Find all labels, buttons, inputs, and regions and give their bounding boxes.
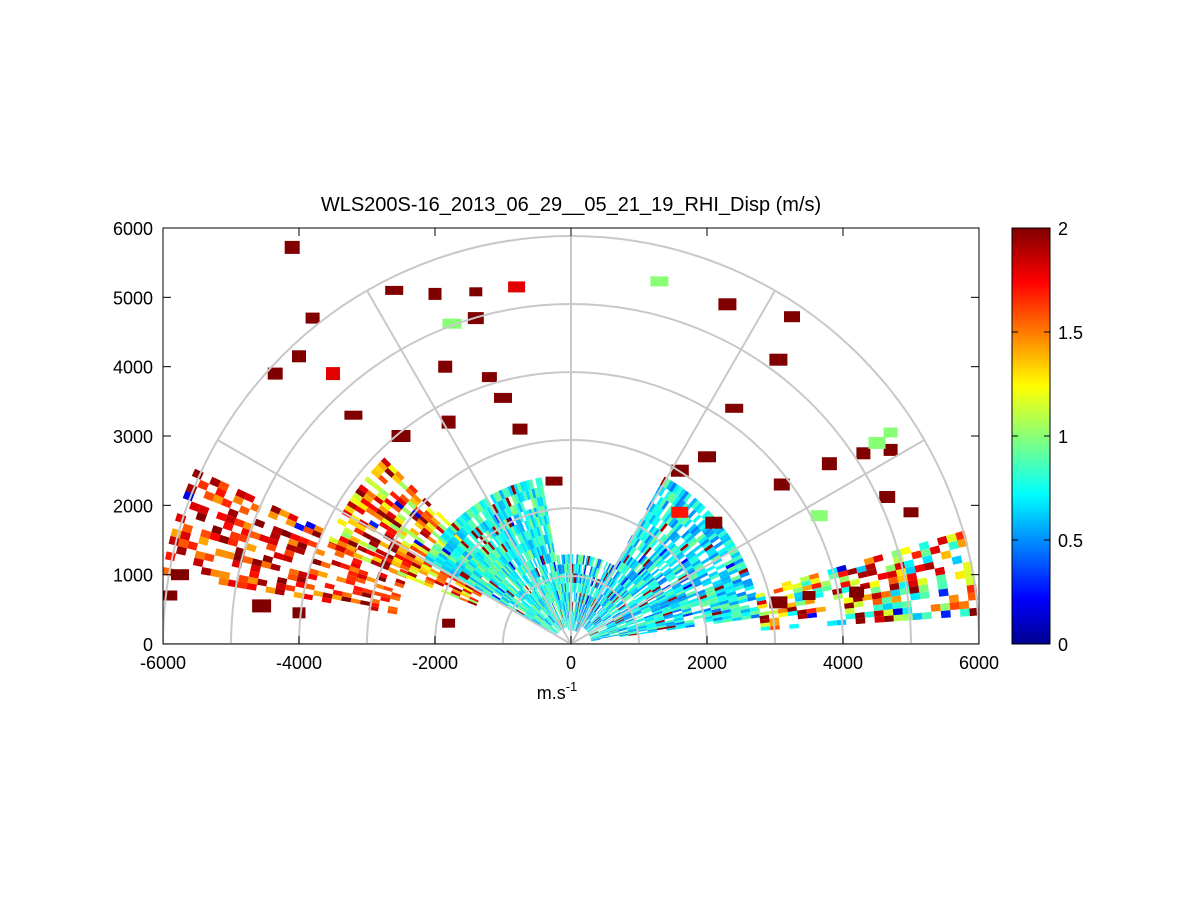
colorbar-tick-label: 0: [1058, 635, 1068, 655]
sparse-data-block: [884, 444, 898, 456]
sparse-data-block: [718, 298, 736, 310]
sparse-data-block: [429, 288, 442, 300]
x-tick-label: 0: [566, 653, 576, 673]
rhi-gate-cell: [856, 618, 866, 624]
rhi-gate-cell: [938, 588, 948, 596]
x-axis-label: m.s-1: [537, 679, 578, 703]
sparse-data-block: [442, 619, 455, 628]
sparse-data-block: [698, 451, 716, 462]
rhi-gate-cell: [846, 613, 856, 619]
chart-title: WLS200S-16_2013_06_29__05_21_19_RHI_Disp…: [321, 194, 821, 216]
y-tick-label: 2000: [113, 496, 153, 516]
sparse-data-block: [438, 361, 452, 373]
sparse-data-block: [385, 286, 403, 295]
rhi-gate-cell: [873, 604, 883, 611]
sparse-data-block: [508, 281, 525, 292]
sparse-data-block: [822, 457, 837, 470]
y-tick-label: 5000: [113, 288, 153, 308]
sparse-data-block: [494, 393, 512, 403]
sparse-data-block: [344, 411, 362, 420]
rhi-gate-cell: [874, 616, 884, 623]
rhi-gate-cell: [874, 610, 884, 617]
x-tick-label: 2000: [687, 653, 727, 673]
rhi-gate-cell: [940, 603, 950, 611]
sparse-data-block: [252, 599, 271, 612]
rhi-gate-cell: [884, 615, 894, 622]
rhi-gate-cell: [864, 611, 874, 618]
rhi-gate-cell: [920, 591, 930, 599]
sparse-data-block: [769, 354, 787, 366]
rhi-gate-cell: [855, 612, 865, 619]
rhi-gate-cell: [941, 610, 951, 618]
sparse-data-block: [469, 287, 482, 296]
sparse-data-block: [803, 591, 816, 600]
rhi-gate-cell: [959, 601, 969, 610]
rhi-gate-cell: [910, 593, 920, 601]
rhi-gate-cell: [893, 608, 903, 615]
rhi-gate-cell: [568, 554, 570, 564]
rhi-gate-cell: [883, 609, 893, 616]
sparse-data-block: [869, 437, 886, 449]
rhi-gate-cell: [950, 602, 960, 610]
x-tick-label: 4000: [823, 653, 863, 673]
sparse-data-block: [671, 507, 688, 518]
sparse-data-block: [306, 313, 320, 324]
sparse-data-block: [171, 569, 189, 580]
sparse-data-block: [546, 477, 563, 486]
rhi-gate-cell: [922, 612, 932, 620]
sparse-data-block: [784, 311, 800, 322]
sparse-data-block: [292, 350, 306, 362]
rhi-gate-cell: [949, 594, 959, 603]
x-tick-label: 6000: [959, 653, 999, 673]
rhi-gate-cell: [827, 620, 837, 626]
rhi-gate-cell: [883, 603, 893, 610]
rhi-gate-cell: [912, 613, 922, 620]
colorbar-tick-label: 2: [1058, 219, 1068, 239]
y-tick-label: 6000: [113, 219, 153, 239]
sparse-data-block: [650, 276, 668, 286]
rhi-gate-cell: [903, 614, 913, 621]
x-tick-label: -6000: [140, 653, 186, 673]
x-axis-label-base: m.s: [537, 683, 566, 703]
sparse-data-block: [884, 428, 898, 438]
sparse-data-block: [326, 367, 340, 380]
sparse-data-block: [849, 587, 864, 598]
sparse-data-block: [856, 447, 870, 459]
colorbar-tick-label: 1.5: [1058, 323, 1083, 343]
sparse-data-block: [513, 424, 528, 435]
sparse-data-block: [482, 372, 497, 382]
colorbar-tick-label: 0.5: [1058, 531, 1083, 551]
y-tick-label: 1000: [113, 566, 153, 586]
x-tick-label: -4000: [276, 653, 322, 673]
colorbar: 0 0.5 1 1.5 2: [1012, 219, 1083, 655]
y-tick-label: 3000: [113, 427, 153, 447]
rhi-gate-cell: [893, 614, 903, 621]
rhi-gate-cell: [960, 609, 970, 617]
sparse-data-block: [879, 491, 895, 503]
sparse-data-block: [904, 507, 919, 517]
sparse-data-block: [725, 404, 743, 413]
rhi-gate-cell: [902, 601, 912, 609]
y-tick-label: 4000: [113, 358, 153, 378]
x-tick-label: -2000: [412, 653, 458, 673]
rhi-gate-cell: [902, 607, 912, 614]
rhi-gate-cell: [789, 624, 799, 629]
sparse-data-block: [285, 241, 300, 254]
x-axis-label-superscript: -1: [566, 679, 578, 694]
sparse-data-block: [293, 607, 306, 618]
rhi-gate-cell: [892, 602, 902, 609]
y-tick-label: 0: [143, 635, 153, 655]
rhi-gate-cell: [931, 604, 941, 612]
sparse-data-block: [705, 517, 722, 529]
colorbar-tick-label: 1: [1058, 427, 1068, 447]
